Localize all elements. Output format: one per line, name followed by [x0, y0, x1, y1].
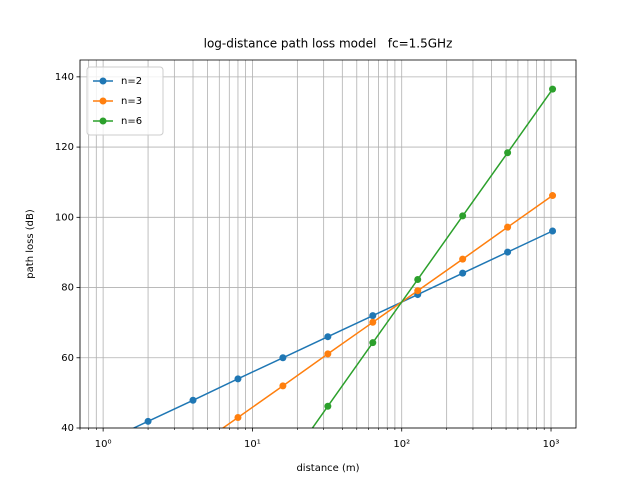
x-tick-label: 10²	[393, 439, 410, 450]
legend: n=2 n=3 n=6	[86, 66, 164, 136]
data-point	[324, 333, 332, 341]
data-point	[324, 402, 332, 410]
plot-area	[132, 85, 557, 428]
legend-box	[86, 66, 164, 136]
data-point	[369, 312, 377, 320]
y-tick-label: 80	[61, 283, 74, 294]
x-axis-label: distance (m)	[296, 463, 359, 474]
y-tick-label: 140	[55, 72, 74, 83]
data-point	[234, 375, 242, 383]
legend-label: n=6	[121, 116, 142, 127]
axes-frame	[79, 59, 577, 429]
data-point	[234, 413, 242, 421]
chart-title: log-distance path loss model fc=1.5GHz	[204, 37, 453, 51]
data-point	[369, 318, 377, 326]
x-tick-label: 10³	[543, 439, 560, 450]
x-tick-label: 10¹	[244, 439, 261, 450]
data-point	[369, 339, 377, 347]
legend-label: n=2	[121, 76, 142, 87]
data-point	[414, 287, 422, 295]
y-tick-label: 120	[55, 142, 74, 153]
data-point	[504, 248, 512, 256]
data-point	[459, 255, 467, 263]
data-point	[279, 354, 287, 362]
data-point	[504, 149, 512, 157]
legend-marker	[99, 117, 107, 125]
data-point	[549, 192, 557, 200]
y-tick-label: 40	[61, 423, 74, 434]
data-point	[549, 227, 557, 235]
axes: 10⁰ 10¹ 10² 10³ 40 60 80 100 120 140	[55, 72, 559, 450]
data-point	[324, 350, 332, 358]
data-point	[414, 275, 422, 283]
data-point	[549, 85, 557, 93]
legend-label: n=3	[121, 96, 142, 107]
legend-marker	[99, 77, 107, 85]
data-point	[279, 382, 287, 390]
y-tick-label: 60	[61, 353, 74, 364]
data-point	[459, 269, 467, 277]
data-point	[504, 223, 512, 231]
legend-marker	[99, 97, 107, 105]
data-point	[459, 212, 467, 220]
x-tick-label: 10⁰	[95, 439, 112, 450]
y-tick-label: 100	[55, 212, 74, 223]
data-point	[189, 396, 197, 404]
data-point	[144, 417, 152, 425]
y-axis-label: path loss (dB)	[25, 209, 36, 279]
